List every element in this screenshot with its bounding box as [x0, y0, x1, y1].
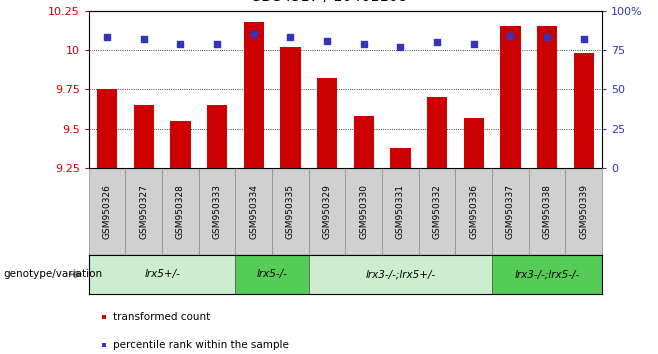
Bar — [134, 105, 154, 168]
Text: genotype/variation: genotype/variation — [3, 269, 103, 279]
Text: GSM950328: GSM950328 — [176, 184, 185, 239]
Bar — [89, 168, 126, 255]
Bar — [309, 168, 345, 255]
Bar — [236, 255, 309, 294]
Bar — [236, 168, 272, 255]
Text: GSM950330: GSM950330 — [359, 184, 368, 239]
Bar — [102, 315, 106, 319]
Bar — [427, 97, 447, 168]
Point — [139, 36, 149, 42]
Text: GSM950326: GSM950326 — [103, 184, 112, 239]
Text: lrx5-/-: lrx5-/- — [257, 269, 288, 279]
Text: lrx3-/-;lrx5+/-: lrx3-/-;lrx5+/- — [365, 269, 436, 279]
Text: lrx3-/-;lrx5-/-: lrx3-/-;lrx5-/- — [515, 269, 580, 279]
Text: GSM950335: GSM950335 — [286, 184, 295, 239]
Text: percentile rank within the sample: percentile rank within the sample — [113, 340, 289, 350]
Bar — [309, 255, 492, 294]
Point — [359, 41, 369, 46]
Point — [542, 35, 552, 40]
Bar — [418, 168, 455, 255]
Bar — [492, 255, 602, 294]
Point — [175, 41, 186, 46]
Text: GSM950334: GSM950334 — [249, 184, 259, 239]
Bar — [345, 168, 382, 255]
Bar — [272, 168, 309, 255]
Point — [102, 35, 113, 40]
Point — [212, 41, 222, 46]
Text: GSM950336: GSM950336 — [469, 184, 478, 239]
Bar — [565, 168, 602, 255]
Text: GSM950327: GSM950327 — [139, 184, 148, 239]
Bar — [500, 27, 520, 168]
Bar — [382, 168, 418, 255]
Bar — [243, 22, 264, 168]
Text: GDS4317 / 10461108: GDS4317 / 10461108 — [250, 0, 408, 4]
Point — [432, 39, 442, 45]
Point — [285, 35, 295, 40]
Bar — [455, 168, 492, 255]
Bar — [162, 168, 199, 255]
Bar — [529, 168, 565, 255]
Bar — [97, 90, 117, 168]
Bar — [390, 148, 411, 168]
Bar — [317, 78, 337, 168]
Bar — [280, 47, 301, 168]
Text: GSM950329: GSM950329 — [322, 184, 332, 239]
Bar — [207, 105, 227, 168]
Bar — [464, 118, 484, 168]
Bar — [102, 343, 106, 347]
Bar — [354, 116, 374, 168]
Text: GSM950332: GSM950332 — [432, 184, 442, 239]
Text: GSM950337: GSM950337 — [506, 184, 515, 239]
Point — [505, 33, 516, 39]
Text: GSM950333: GSM950333 — [213, 184, 222, 239]
Point — [322, 38, 332, 44]
Bar — [574, 53, 594, 168]
Bar — [199, 168, 236, 255]
Text: GSM950338: GSM950338 — [543, 184, 551, 239]
Point — [395, 44, 406, 50]
Point — [249, 32, 259, 37]
Bar — [126, 168, 162, 255]
Bar — [170, 121, 191, 168]
Point — [578, 36, 589, 42]
Bar — [492, 168, 529, 255]
Bar — [89, 255, 236, 294]
Text: transformed count: transformed count — [113, 312, 210, 322]
Text: GSM950339: GSM950339 — [579, 184, 588, 239]
Bar — [537, 27, 557, 168]
Text: lrx5+/-: lrx5+/- — [144, 269, 180, 279]
Text: GSM950331: GSM950331 — [396, 184, 405, 239]
Point — [468, 41, 479, 46]
